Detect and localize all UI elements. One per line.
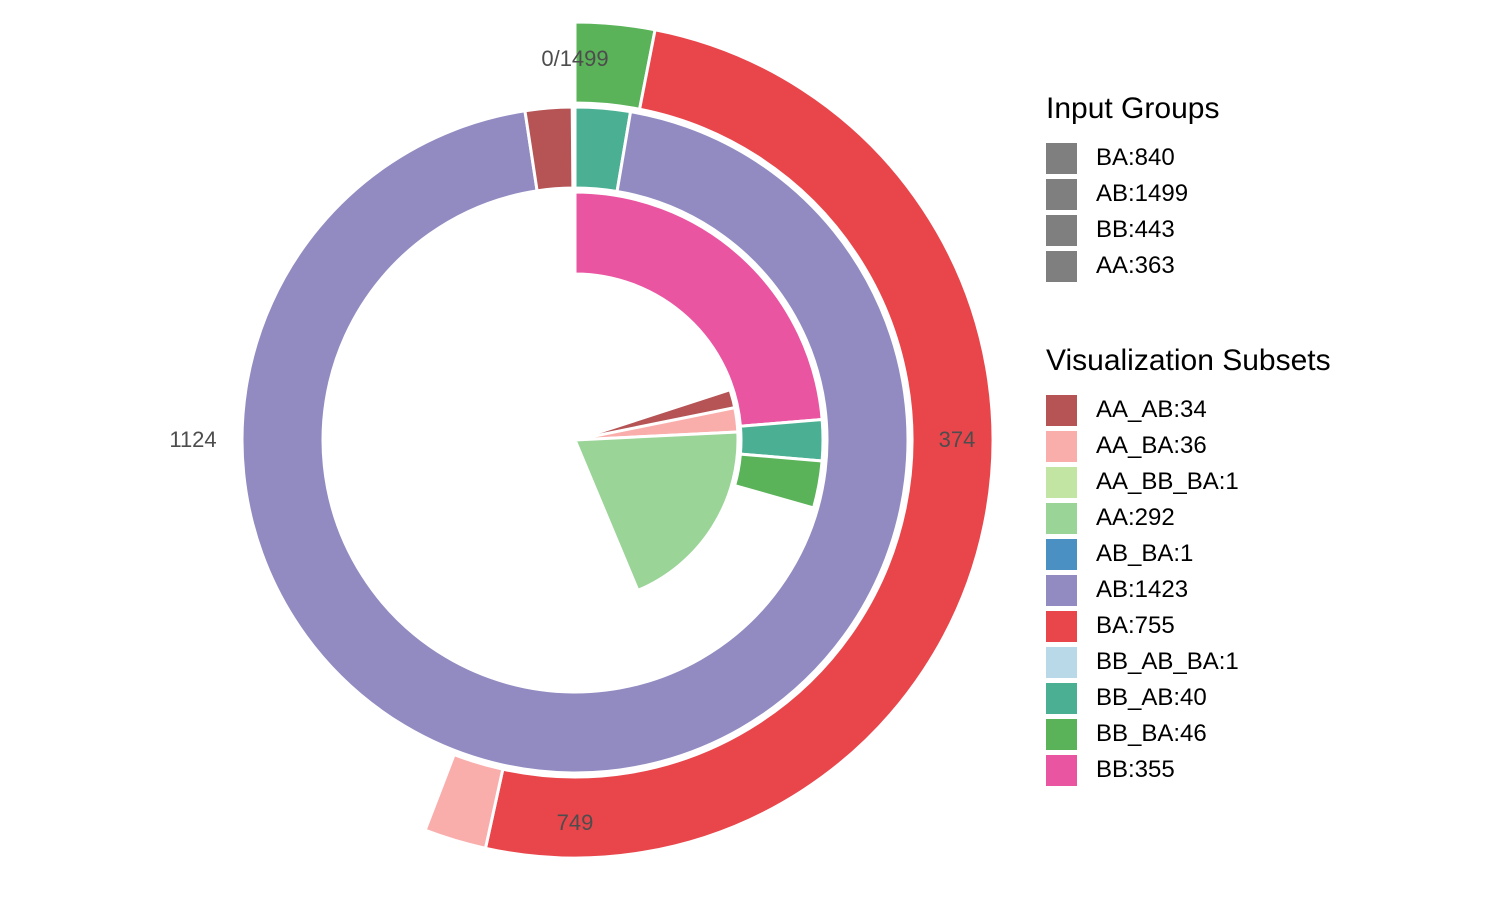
legend-swatch <box>1046 466 1077 498</box>
legend-swatch <box>1046 142 1077 174</box>
legend-swatch <box>1046 394 1077 426</box>
legend-swatch <box>1046 430 1077 462</box>
legend-item-aa-ab: AA_AB:34 <box>1046 392 1331 428</box>
legend-label: BA:755 <box>1096 612 1175 639</box>
legend-item-aa-bb-ba: AA_BB_BA:1 <box>1046 464 1331 500</box>
legend-label: BB_BA:46 <box>1096 720 1207 747</box>
legend-swatch <box>1046 178 1077 210</box>
legend-item-bb-ab-ba: BB_AB_BA:1 <box>1046 644 1331 680</box>
tick-label-right: 374 <box>939 427 976 452</box>
legend-swatch <box>1046 502 1077 534</box>
legend-item-aa-ba: AA_BA:36 <box>1046 428 1331 464</box>
legend-item-ab: AB:1423 <box>1046 572 1331 608</box>
segment-bb-bb <box>573 190 824 428</box>
tick-label-bottom: 749 <box>557 810 594 835</box>
legend-item-ab: AB:1499 <box>1046 176 1219 212</box>
rings-layer <box>240 20 995 860</box>
legend-label: BB_AB:40 <box>1096 684 1207 711</box>
legend-item-aa: AA:363 <box>1046 248 1219 284</box>
tick-label-top: 0/1499 <box>541 46 608 71</box>
legend-item-bb: BB:443 <box>1046 212 1219 248</box>
legend-swatch <box>1046 646 1077 678</box>
legend-item-ba: BA:755 <box>1046 608 1331 644</box>
legend-label: AB:1499 <box>1096 180 1189 207</box>
legend-label: BB:355 <box>1096 756 1175 783</box>
legend-label: BB:443 <box>1096 216 1175 243</box>
legend-item-bb-ab: BB_AB:40 <box>1046 680 1331 716</box>
legend-label: BB_AB_BA:1 <box>1096 648 1239 675</box>
legend-swatch <box>1046 610 1077 642</box>
input-groups-legend: Input Groups BA:840 AB:1499 BB:443 AA:36… <box>1046 92 1219 284</box>
legend-label: AA:363 <box>1096 252 1175 279</box>
segment-ba-ba <box>483 28 995 860</box>
legend-label: AA_BB_BA:1 <box>1096 468 1239 495</box>
legend-swatch <box>1046 718 1077 750</box>
legend-swatch <box>1046 682 1077 714</box>
legend-item-bb-ba: BB_BA:46 <box>1046 716 1331 752</box>
legend-swatch <box>1046 574 1077 606</box>
legend-label: AA:292 <box>1096 504 1175 531</box>
legend-item-ab-ba: AB_BA:1 <box>1046 536 1331 572</box>
legend-swatch <box>1046 214 1077 246</box>
legend-item-bb: BB:355 <box>1046 752 1331 788</box>
segment-ab-aa-ab <box>523 105 575 193</box>
legend-title: Visualization Subsets <box>1046 344 1331 377</box>
tick-label-left: 1124 <box>169 427 216 452</box>
legend-label: AA_AB:34 <box>1096 396 1207 423</box>
legend-item-ba: BA:840 <box>1046 140 1219 176</box>
legend-label: BA:840 <box>1096 144 1175 171</box>
legend-label: AA_BA:36 <box>1096 432 1207 459</box>
legend-label: AB_BA:1 <box>1096 540 1194 567</box>
legend-swatch <box>1046 754 1077 786</box>
visualization-subsets-legend: Visualization Subsets AA_AB:34 AA_BA:36 … <box>1046 344 1331 788</box>
segment-aa-aa <box>573 430 740 592</box>
legend-title: Input Groups <box>1046 92 1220 125</box>
segment-ab-ab <box>240 109 910 775</box>
legend-swatch <box>1046 250 1077 282</box>
segment-bb-bb-ba <box>733 452 824 510</box>
legend-label: AB:1423 <box>1096 576 1189 603</box>
legend-swatch <box>1046 538 1077 570</box>
sunburst-chart: 0/1499 374 749 1124 <box>169 20 995 860</box>
legend-item-aa: AA:292 <box>1046 500 1331 536</box>
segment-ba-aa-ba <box>423 753 505 850</box>
